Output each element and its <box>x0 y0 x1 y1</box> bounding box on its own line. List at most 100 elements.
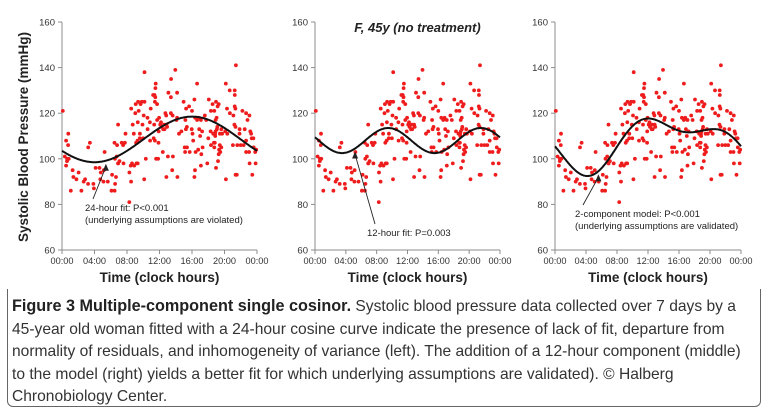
data-point <box>385 109 390 113</box>
data-point <box>187 104 192 109</box>
data-point <box>613 131 618 136</box>
data-point <box>352 179 357 184</box>
data-point <box>685 118 690 122</box>
data-point <box>376 200 381 205</box>
data-point <box>190 109 194 113</box>
data-point <box>200 145 205 150</box>
data-point <box>366 122 371 127</box>
data-point <box>727 127 732 132</box>
data-point <box>133 102 138 106</box>
data-point <box>133 111 138 116</box>
data-point <box>451 136 456 141</box>
data-point <box>658 154 663 159</box>
data-point <box>209 109 213 113</box>
x-tick-label: 12:00 <box>637 256 660 266</box>
data-point <box>244 150 249 154</box>
data-point <box>555 154 560 159</box>
data-point <box>623 111 627 116</box>
data-point <box>210 102 215 106</box>
y-tick-label: 80 <box>537 200 548 211</box>
data-point <box>490 150 495 154</box>
data-point <box>633 156 637 161</box>
data-point <box>557 163 561 168</box>
data-point <box>468 81 473 86</box>
data-point <box>428 99 433 104</box>
data-point <box>382 111 387 116</box>
data-point <box>693 97 697 102</box>
data-point <box>719 63 723 68</box>
data-point <box>484 109 488 113</box>
data-point <box>98 170 103 175</box>
data-point <box>460 125 465 129</box>
data-point <box>79 188 84 193</box>
data-point <box>709 81 714 86</box>
x-axis-title: Time (clock hours) <box>588 270 708 285</box>
data-point <box>682 81 686 86</box>
data-point <box>242 127 247 132</box>
data-point <box>206 136 211 141</box>
figure-panels: Systolic Blood Pressure (mmHg) 60 80 100 12… <box>16 18 753 286</box>
data-point <box>136 109 141 113</box>
data-point <box>349 170 354 175</box>
x-tick-label: 16:00 <box>181 256 204 266</box>
data-point <box>384 138 389 143</box>
data-point <box>698 109 703 113</box>
data-point <box>420 68 425 72</box>
data-point <box>579 140 584 145</box>
data-point <box>496 150 501 154</box>
data-point <box>199 118 203 122</box>
data-point <box>412 113 416 118</box>
data-point <box>216 159 220 164</box>
data-point <box>641 93 646 97</box>
data-point <box>645 140 649 145</box>
data-point <box>680 115 684 120</box>
data-point <box>705 131 710 136</box>
data-point <box>162 127 167 132</box>
data-point <box>705 145 709 150</box>
data-point <box>214 99 218 104</box>
data-point <box>674 104 679 109</box>
data-point <box>461 159 465 164</box>
data-point <box>232 88 237 93</box>
data-point <box>459 115 464 120</box>
data-point <box>667 129 671 134</box>
data-point <box>418 154 423 159</box>
x-tick-label: 08:00 <box>365 256 388 266</box>
data-point <box>206 97 211 102</box>
data-point <box>650 122 655 127</box>
y-tick-label: 80 <box>44 200 55 211</box>
data-point <box>173 68 178 72</box>
data-point <box>647 120 652 125</box>
data-point <box>690 118 695 122</box>
data-point <box>189 127 194 132</box>
data-point <box>658 168 662 173</box>
data-point <box>732 161 736 166</box>
x-tick-label: 00:00 <box>489 256 512 266</box>
data-point <box>190 131 195 136</box>
data-point <box>64 163 68 168</box>
data-point <box>716 143 720 148</box>
data-point <box>68 188 73 193</box>
data-point <box>634 115 639 120</box>
data-point <box>464 145 468 150</box>
y-tick-label: 100 <box>39 154 55 165</box>
data-point <box>496 161 501 166</box>
data-point <box>623 102 628 106</box>
data-point <box>431 125 436 129</box>
data-point <box>478 172 483 177</box>
data-point <box>436 127 440 132</box>
data-point <box>60 109 65 113</box>
annotation-text: 12-hour fit: P=0.003 <box>367 228 451 239</box>
data-point <box>215 104 220 109</box>
data-point <box>477 93 481 97</box>
annotation-arrow <box>92 166 107 200</box>
data-point <box>197 127 202 132</box>
data-point <box>371 161 376 166</box>
data-point <box>165 125 170 129</box>
y-tick-label: 140 <box>39 63 55 74</box>
data-point <box>164 175 169 179</box>
data-point <box>718 125 723 129</box>
data-point <box>559 131 563 136</box>
data-point <box>135 161 140 166</box>
data-point <box>679 175 684 179</box>
